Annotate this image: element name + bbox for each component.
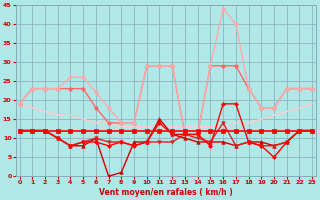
X-axis label: Vent moyen/en rafales ( km/h ): Vent moyen/en rafales ( km/h ) bbox=[99, 188, 233, 197]
